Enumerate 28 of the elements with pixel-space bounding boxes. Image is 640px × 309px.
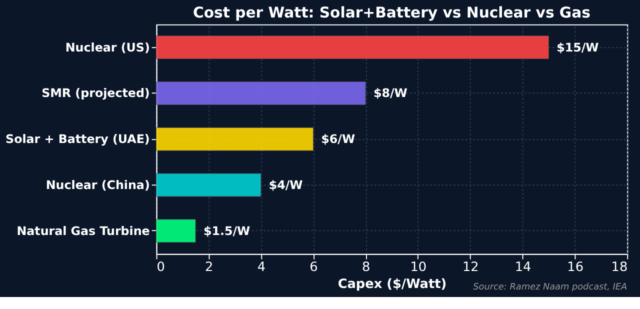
data-label: $1.5/W (203, 224, 250, 238)
x-tick-label: 12 (462, 260, 479, 276)
data-label: $6/W (321, 132, 356, 146)
y-tick-label: Natural Gas Turbine (16, 224, 150, 238)
x-tick-label: 16 (567, 260, 584, 276)
bar (156, 173, 262, 197)
data-label: $4/W (268, 178, 303, 192)
x-tick-label: 10 (410, 260, 427, 276)
y-tick-label: Solar + Battery (UAE) (6, 132, 150, 146)
bar (156, 36, 549, 60)
y-tick-label: Nuclear (US) (65, 40, 150, 54)
x-tick-label: 0 (156, 260, 165, 276)
data-label: $8/W (373, 86, 408, 100)
x-tick-label: 18 (611, 260, 628, 276)
data-label: $15/W (556, 40, 599, 54)
chart-title: Cost per Watt: Solar+Battery vs Nuclear vs Gas (192, 4, 591, 22)
x-tick-label: 8 (362, 260, 370, 276)
y-tick-label: SMR (projected) (42, 86, 150, 100)
x-tick-label: 6 (310, 260, 318, 276)
y-tick-label: Nuclear (China) (46, 178, 150, 192)
source-note: Source: Ramez Naam podcast, IEA (473, 282, 628, 292)
bar (156, 81, 366, 105)
x-tick-label: 2 (205, 260, 214, 276)
x-tick-label: 4 (257, 260, 266, 276)
x-tick-label: 14 (514, 260, 532, 276)
bar (156, 127, 314, 151)
x-axis-title: Capex ($/Watt) (338, 276, 447, 292)
bar (156, 219, 196, 243)
